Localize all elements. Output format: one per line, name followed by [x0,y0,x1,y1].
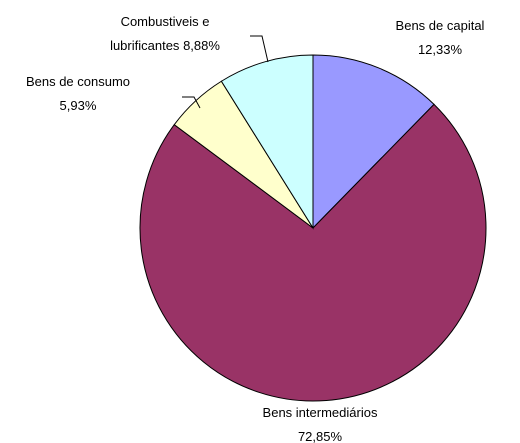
category-name: Bens de capital [395,18,485,33]
category-name: Bens intermediários [262,405,378,420]
pie-slice [312,54,435,230]
category-name: Bens de consumo [25,74,131,89]
leader-line [250,35,269,63]
value-label: 12,33% [417,42,463,57]
slice-label: Bens de consumo 5,93% [26,70,130,118]
value-label: 8,88% [183,38,220,53]
slice-label: Bens intermediários 72,85% [263,401,378,443]
slice-label: Combustiveis e lubrificantes 8,88% [90,10,240,58]
leader-line [182,96,201,109]
value-label: 72,85% [297,429,343,443]
pie-slice [139,103,487,402]
value-label: 5,93% [59,98,97,113]
slice-label: Bens de capital 12,33% [396,14,485,62]
pie-slice [220,54,314,230]
category-name: Combustiveis e lubrificantes [110,14,210,53]
